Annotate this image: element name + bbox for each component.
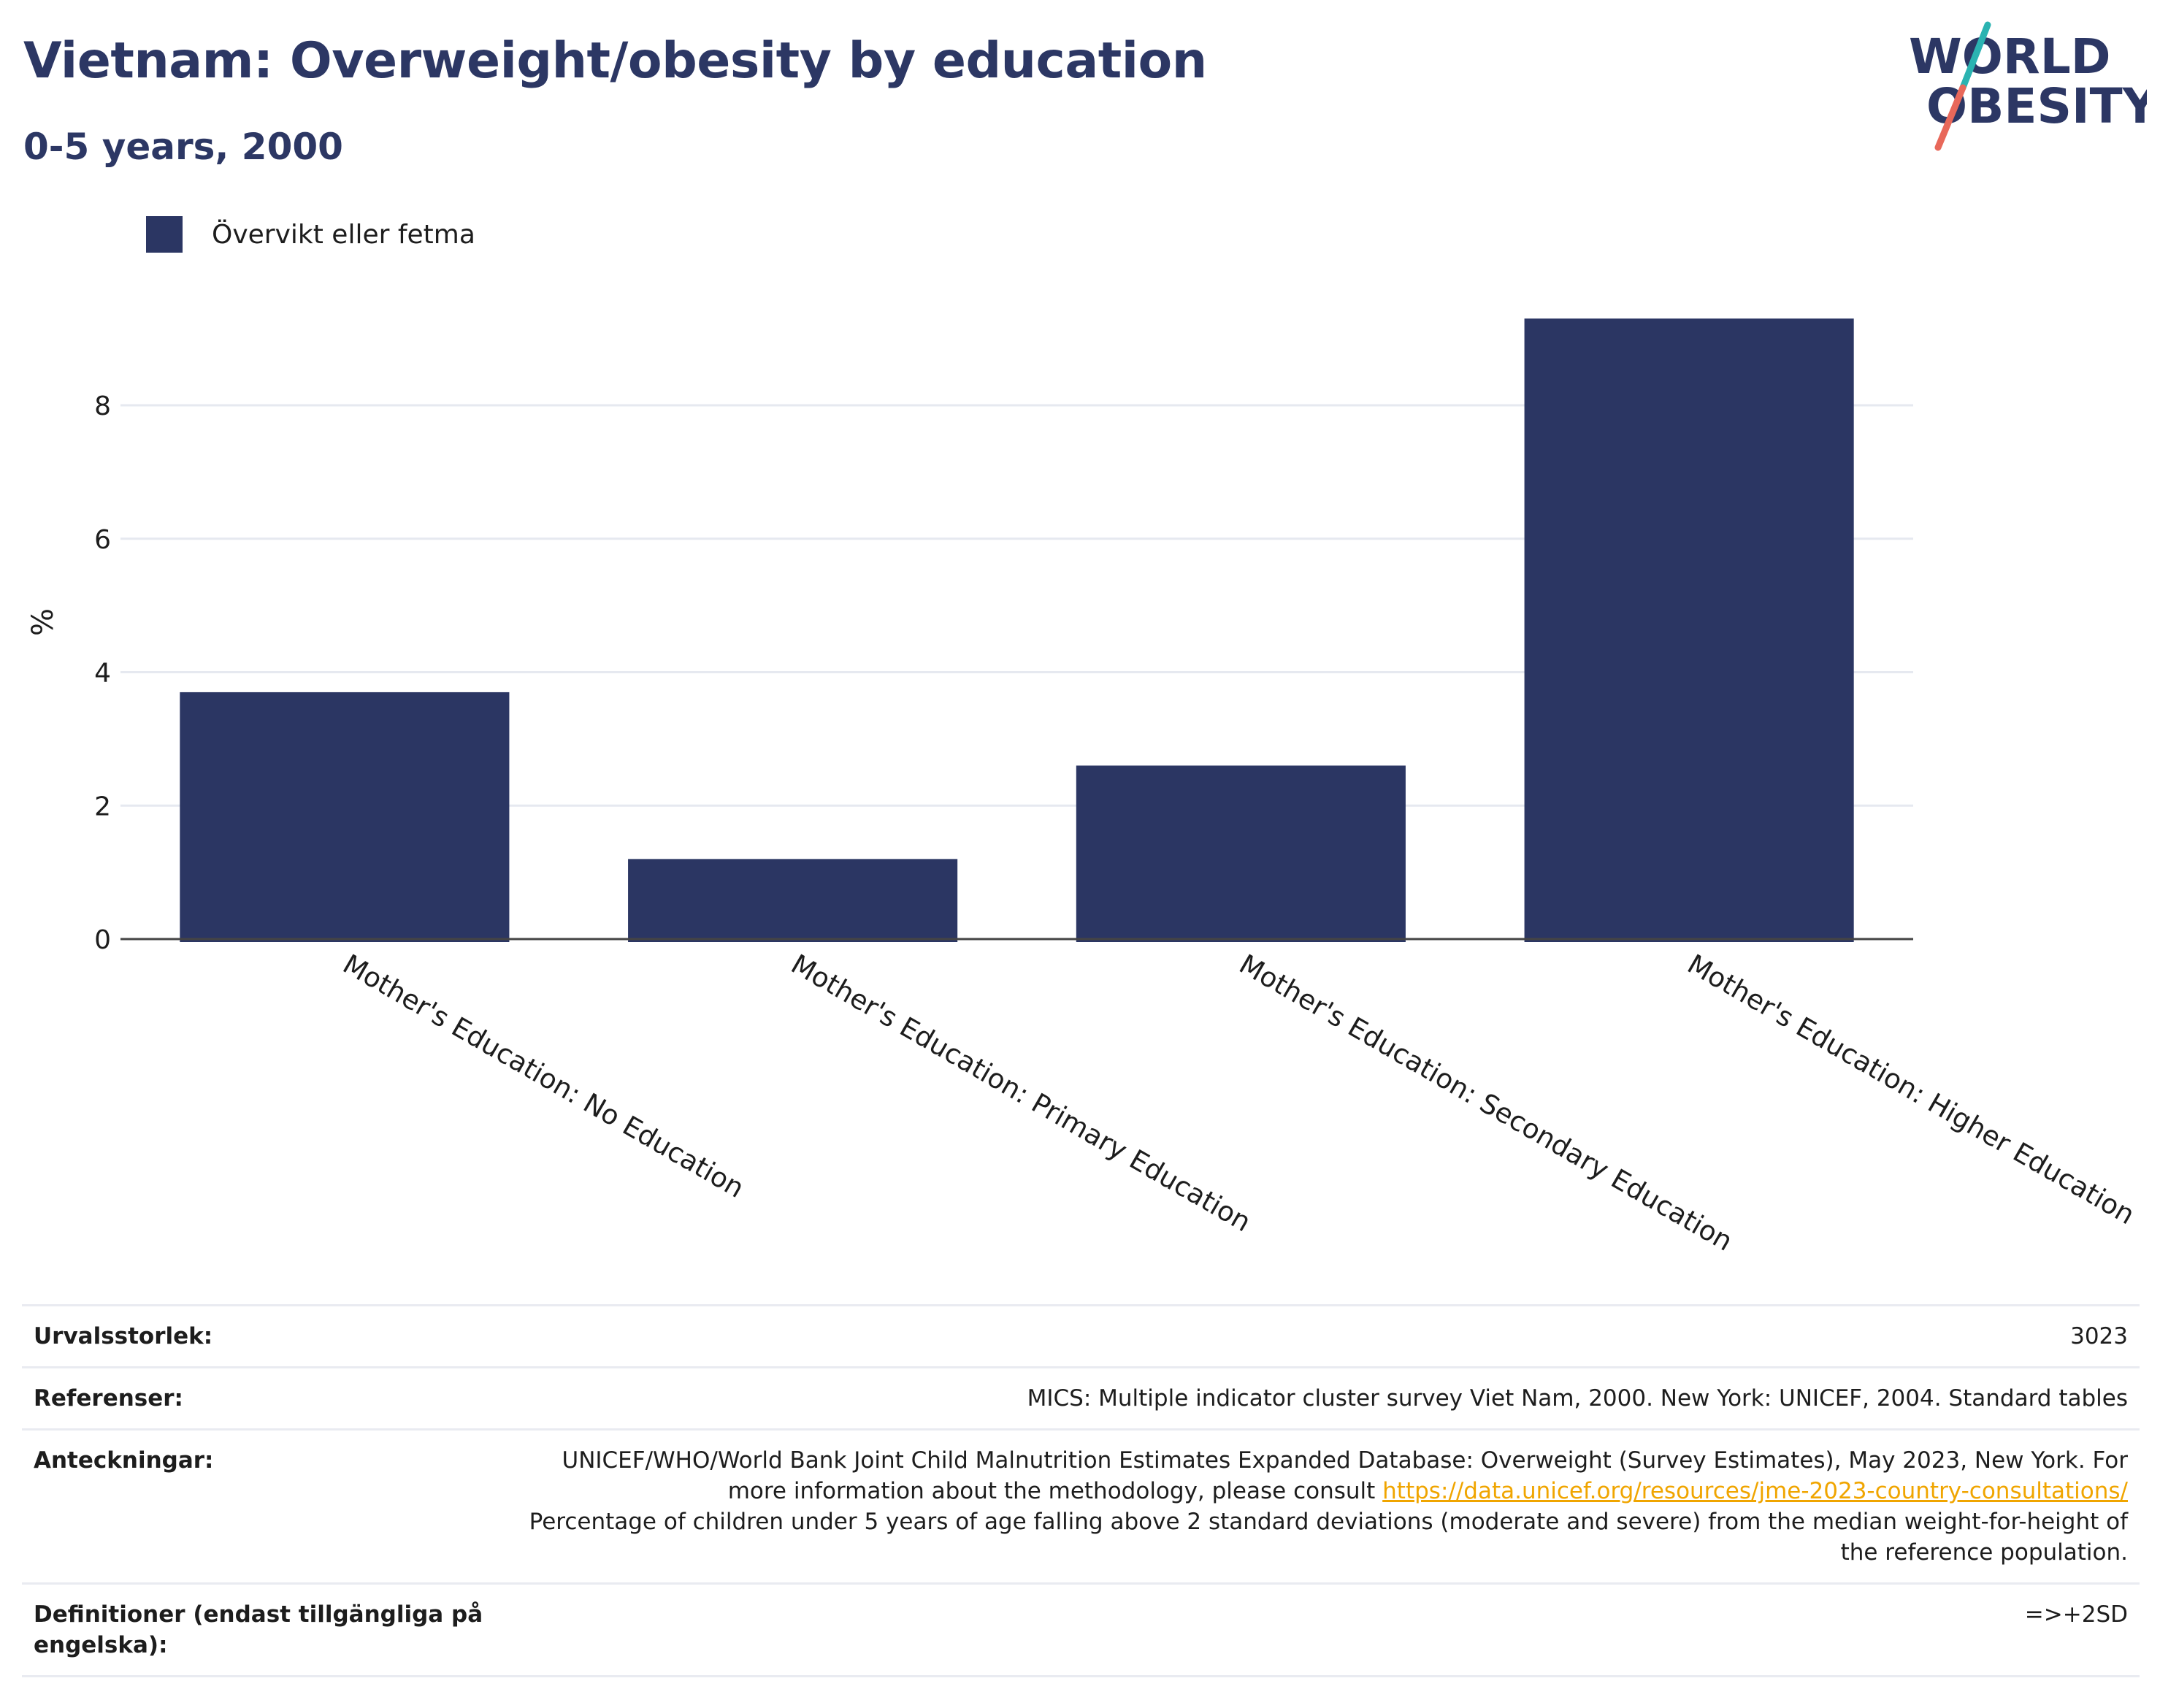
notes-label: Anteckningar: xyxy=(22,1428,498,1584)
bar[interactable] xyxy=(628,859,958,942)
y-tick-label: 4 xyxy=(94,659,111,689)
bar[interactable] xyxy=(1076,765,1406,942)
chart-title: Vietnam: Overweight/obesity by education xyxy=(23,32,1207,90)
logo-slash-coral xyxy=(1934,84,1966,151)
references-label: Referenser: xyxy=(22,1366,498,1430)
references-value: MICS: Multiple indicator cluster survey … xyxy=(498,1366,2140,1430)
info-row-definitions: Definitioner (endast tillgängliga på eng… xyxy=(22,1582,2140,1677)
logo-slash-teal xyxy=(1959,21,1991,91)
x-tick-label: Mother's Education: Higher Education xyxy=(1682,949,2140,1231)
x-tick-label: Mother's Education: Primary Education xyxy=(786,949,1256,1238)
notes-value: UNICEF/WHO/World Bank Joint Child Malnut… xyxy=(498,1428,2140,1584)
logo-word-1: WORLD xyxy=(1909,28,2111,85)
sample-value: 3023 xyxy=(498,1304,2140,1368)
methodology-link[interactable]: https://data.unicef.org/resources/jme-20… xyxy=(1382,1478,2128,1504)
x-tick-label: Mother's Education: Secondary Education xyxy=(1234,949,1738,1257)
x-tick-label: Mother's Education: No Education xyxy=(337,949,749,1204)
legend-label: Övervikt eller fetma xyxy=(212,219,475,250)
bars xyxy=(180,318,1854,942)
y-tick-label: 0 xyxy=(94,925,111,955)
bar[interactable] xyxy=(180,692,510,942)
y-tick-label: 8 xyxy=(94,391,111,421)
legend[interactable]: Övervikt eller fetma xyxy=(146,216,475,253)
info-row-notes: Anteckningar: UNICEF/WHO/World Bank Join… xyxy=(22,1428,2140,1584)
definitions-label: Definitioner (endast tillgängliga på eng… xyxy=(22,1582,498,1677)
definitions-value: =>+2SD xyxy=(498,1582,2140,1677)
info-table: Urvalsstorlek: 3023 Referenser: MICS: Mu… xyxy=(22,1304,2140,1677)
notes-text-1: UNICEF/WHO/World Bank Joint Child Malnut… xyxy=(562,1447,2129,1504)
bar[interactable] xyxy=(1524,318,1854,942)
info-row-references: Referenser: MICS: Multiple indicator clu… xyxy=(22,1366,2140,1430)
world-obesity-logo: WORLD OBESITY xyxy=(1909,21,2147,151)
sample-label: Urvalsstorlek: xyxy=(22,1304,498,1368)
y-tick-label: 6 xyxy=(94,525,111,555)
notes-text-2: Percentage of children under 5 years of … xyxy=(529,1509,2128,1566)
legend-swatch xyxy=(146,216,183,253)
y-tick-label: 2 xyxy=(94,792,111,822)
y-axis-title: % xyxy=(26,608,60,636)
info-row-sample: Urvalsstorlek: 3023 xyxy=(22,1304,2140,1368)
y-axis-ticks: 0 2 4 6 8 xyxy=(94,391,111,955)
chart-subtitle: 0-5 years, 2000 xyxy=(23,126,343,168)
x-axis-labels: Mother's Education: No Education Mother's… xyxy=(337,949,2140,1257)
